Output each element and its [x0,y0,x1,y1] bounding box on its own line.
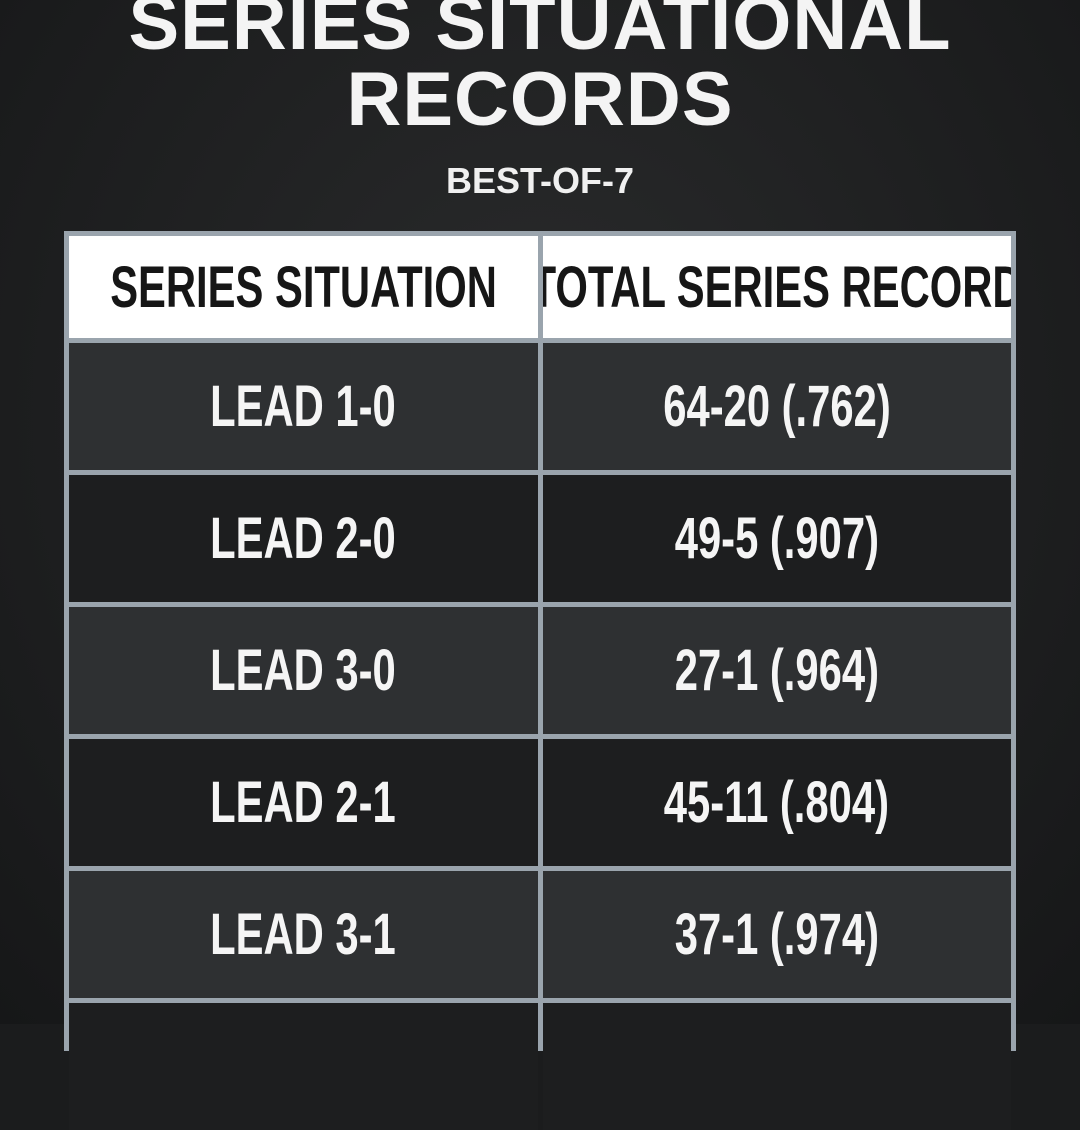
title-line: RECORDS [346,57,734,142]
table-cell: 27-1 (.964) [542,607,1011,734]
cell-text: 27-1 (.964) [674,638,879,703]
page: {"header": {"title_lines": ["SERIES SITU… [0,0,1080,1051]
header-cell: TOTAL SERIES RECORD [542,236,1012,338]
table-cell: 64-20 (.762) [542,343,1011,470]
table-cell: 49-5 (.907) [542,475,1011,602]
table-cell: LEAD 2-1 [69,739,538,866]
subtitle: BEST-OF-7 [445,160,634,201]
table-cell: LEAD 3-1 [69,871,538,998]
title-line: SERIES SITUATIONAL [128,0,952,66]
header-cell: SERIES SITUATION [69,236,538,338]
cell-text: LEAD 2-1 [210,770,397,835]
table-cell: LEAD 3-0 [69,607,538,734]
cell-text: LEAD 1-0 [210,374,397,439]
cell-text: 49-5 (.907) [674,506,879,571]
table-cell: LEAD 1-0 [69,343,538,470]
cell-text: LEAD 3-0 [210,638,397,703]
cell-text: LEAD 3-1 [210,902,397,967]
cell-text: 45-11 (.804) [664,770,890,835]
table-cell: 45-11 (.804) [542,739,1011,866]
cell-text: 37-1 (.974) [674,902,879,967]
records-table: SERIES SITUATION TOTAL SERIES RECORD LEAD … [64,231,1016,1130]
cell-text: TOTAL SERIES RECORD [542,254,1012,320]
cell-text: SERIES SITUATION [109,254,497,320]
cell-text: LEAD 2-0 [210,506,397,571]
table-cell [542,1003,1011,1130]
table-cell [69,1003,538,1130]
cell-text: 64-20 (.762) [662,374,891,439]
table-cell: LEAD 2-0 [69,475,538,602]
table-cell: 37-1 (.974) [542,871,1011,998]
